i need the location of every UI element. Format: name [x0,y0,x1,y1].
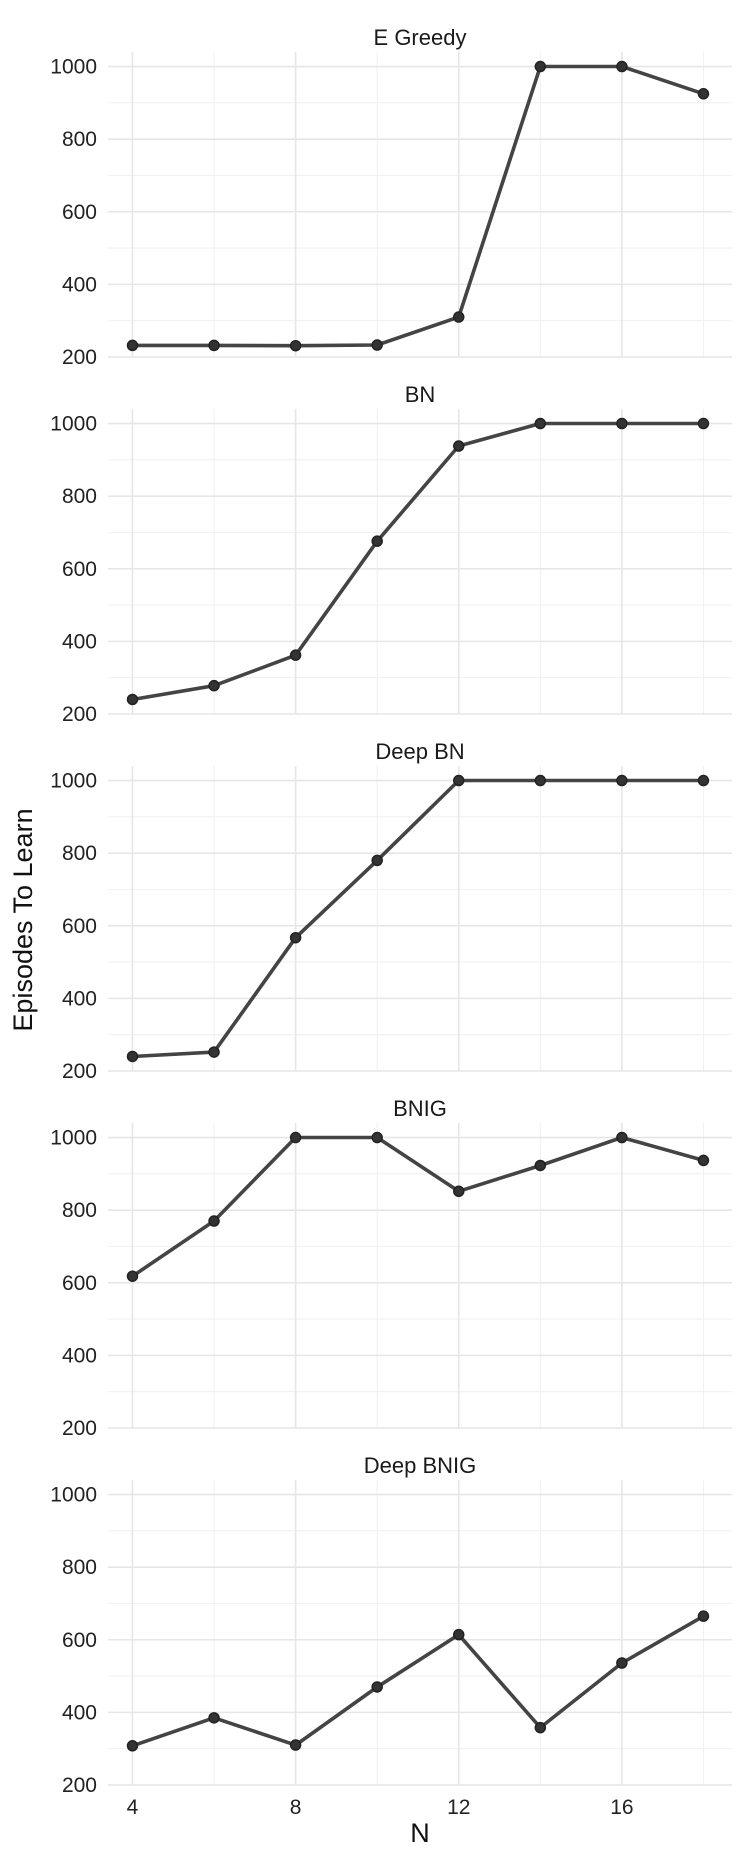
x-tick-labels: 4 8 12 16 [127,1796,634,1819]
data-point [534,1721,547,1734]
y-tick-label: 800 [62,485,97,508]
data-point [289,649,302,661]
y-tick-label: 400 [62,1344,97,1367]
data-point [289,931,302,944]
panel-2: Deep BN 200 400 600 800 1000 [50,739,732,1083]
panel-4: Deep BNIG 200 400 600 800 1000 [50,1453,732,1797]
data-point [289,1131,302,1144]
y-tick-label: 600 [62,1629,97,1652]
panel-title: BNIG [393,1096,447,1121]
data-point [371,535,383,547]
series-line [130,64,706,348]
data-point [534,60,547,73]
data-point [126,1740,139,1752]
x-tick-label: 4 [127,1796,139,1819]
panel-title: E Greedy [374,25,467,50]
series-line [130,1135,706,1278]
data-point [371,1131,383,1144]
data-point [616,417,628,430]
data-point [452,440,465,452]
y-tick-label: 600 [62,201,97,224]
x-tick-label: 16 [610,1796,633,1819]
y-tick-label: 200 [62,346,97,369]
data-point [616,1131,628,1144]
y-tick-label: 200 [62,703,97,726]
data-point [534,774,547,787]
data-point [208,1046,220,1058]
data-point [697,1610,710,1622]
data-point [289,1739,302,1751]
x-axis-title: N [410,1818,430,1848]
data-point [534,417,547,430]
data-point [208,1215,220,1227]
y-tick-label: 800 [62,842,97,865]
x-tick-label: 8 [290,1796,302,1819]
series-line [130,1614,706,1748]
data-point [208,1712,220,1724]
data-point [371,339,383,351]
y-axis-title: Episodes To Learn [8,808,38,1031]
y-tick-label: 1000 [50,413,97,436]
data-point [371,1681,383,1693]
y-tick-label: 200 [62,1774,97,1797]
y-tick-label: 1000 [50,1127,97,1150]
y-tick-label: 1000 [50,770,97,793]
y-tick-label: 600 [62,1272,97,1295]
data-point [697,774,710,787]
series-line [130,421,706,702]
data-point [452,1185,465,1198]
data-point [208,679,220,692]
y-tick-label: 400 [62,987,97,1010]
x-tick-label: 12 [447,1796,470,1819]
data-point [452,1628,465,1641]
y-tick-label: 1000 [50,56,97,79]
data-point [616,774,628,787]
data-point [126,339,139,352]
y-tick-label: 600 [62,915,97,938]
y-tick-label: 600 [62,558,97,581]
panel-title: Deep BNIG [364,1453,477,1478]
y-tick-label: 200 [62,1417,97,1440]
data-point [208,339,220,352]
data-point [697,88,710,100]
y-tick-label: 800 [62,1556,97,1579]
y-tick-label: 1000 [50,1484,97,1507]
y-tick-label: 200 [62,1060,97,1083]
panel-title: BN [405,382,436,407]
data-point [289,339,302,352]
data-point [126,1270,139,1282]
data-point [126,693,139,706]
panel-title: Deep BN [375,739,464,764]
y-tick-label: 400 [62,630,97,653]
data-point [452,774,465,787]
data-point [126,1050,139,1063]
data-point [697,1154,710,1167]
data-point [452,311,465,323]
y-tick-label: 400 [62,273,97,296]
data-point [616,1657,628,1669]
series-line [130,778,706,1059]
data-point [534,1159,547,1172]
panels-layer: E Greedy 200 400 600 800 1000 BN 200 400 600 800 10… [50,25,732,1797]
panel-0: E Greedy 200 400 600 800 1000 [50,25,732,369]
data-point [371,854,383,867]
data-point [697,417,710,430]
y-tick-label: 800 [62,128,97,151]
panel-1: BN 200 400 600 800 1000 [50,382,732,726]
y-tick-label: 800 [62,1199,97,1222]
y-tick-label: 400 [62,1701,97,1724]
panel-3: BNIG 200 400 600 800 1000 [50,1096,732,1440]
data-point [616,60,628,73]
